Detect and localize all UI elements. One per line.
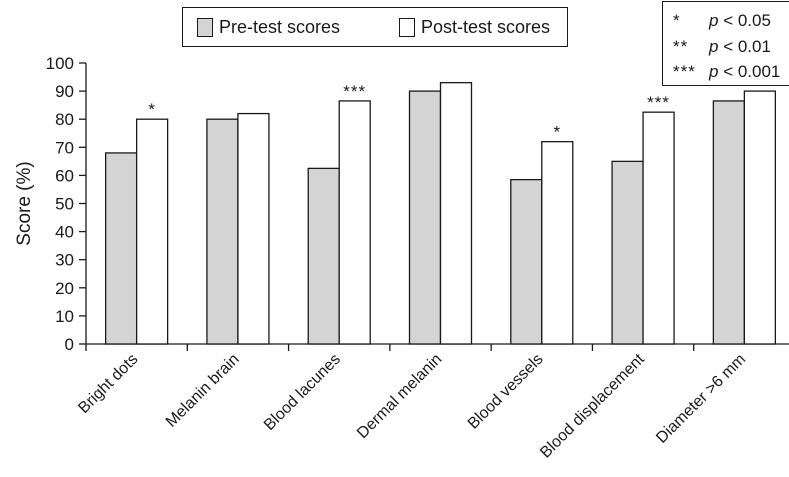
significance-annotation: * — [148, 100, 156, 119]
y-tick-label: 40 — [55, 223, 74, 242]
sig-value-3: < 0.001 — [718, 62, 781, 81]
category-label: Blood lacunes — [261, 351, 344, 434]
legend-label-pre: Pre-test scores — [219, 17, 341, 37]
legend-label-post: Post-test scores — [421, 17, 551, 37]
bar-pre-test — [104, 152, 138, 345]
sig-text-3: p < 0.001 — [709, 62, 780, 82]
bar-pre-test — [307, 167, 340, 345]
significance-annotation: *** — [647, 93, 670, 112]
bar-post-test — [237, 112, 270, 345]
series-legend: Pre-test scores Post-test scores — [182, 7, 568, 47]
category-label: Bright dots — [75, 351, 141, 417]
bar-pre-test — [206, 118, 239, 345]
y-tick-label: 90 — [55, 82, 74, 101]
sig-value-1: < 0.05 — [718, 11, 771, 30]
legend-swatch-post — [399, 18, 415, 37]
sig-p-2: p — [709, 37, 719, 56]
bar-post-test — [541, 141, 574, 345]
significance-legend: * p < 0.05 ** p < 0.01 *** p < 0.001 — [662, 1, 789, 86]
bars — [104, 82, 777, 345]
category-label: Melanin brain — [163, 351, 243, 431]
bar-post-test — [642, 111, 675, 345]
bar-pre-test — [712, 100, 746, 345]
bar-pre-test — [611, 160, 644, 345]
y-tick-label: 80 — [55, 110, 74, 129]
y-tick-label: 0 — [65, 335, 74, 354]
bar-pre-test — [510, 178, 543, 345]
significance-annotation: *** — [343, 82, 366, 101]
bar-post-test — [135, 118, 169, 345]
legend-swatch-pre — [197, 18, 213, 37]
y-tick-label: 70 — [55, 138, 74, 157]
category-label: Blood displacement — [537, 350, 648, 461]
y-tick-label: 20 — [55, 279, 74, 298]
bar-post-test — [743, 90, 777, 345]
y-tick-label: 10 — [55, 307, 74, 326]
bar-post-test — [338, 100, 371, 345]
bar-pre-test — [408, 90, 442, 345]
sig-stars-2: ** — [673, 37, 689, 56]
sig-p-3: p — [709, 62, 719, 81]
sig-stars-3: *** — [673, 62, 696, 81]
sig-p-1: p — [709, 11, 719, 30]
category-label: Blood vessels — [465, 351, 547, 433]
y-tick-label: 30 — [55, 251, 74, 270]
category-label: Diameter >6 mm — [653, 351, 749, 447]
significance-annotation: * — [553, 123, 561, 142]
category-label: Dermal melanin — [354, 351, 445, 442]
bar-post-test — [439, 82, 473, 345]
legend-item-post: Post-test scores — [399, 17, 550, 38]
sig-text-1: p < 0.05 — [709, 11, 771, 31]
y-tick-label: 100 — [46, 54, 74, 73]
legend-item-pre: Pre-test scores — [197, 17, 340, 38]
sig-stars-1: * — [673, 11, 681, 30]
y-tick-label: 50 — [55, 195, 74, 214]
y-axis-label: Score (%) — [14, 161, 35, 245]
sig-value-2: < 0.01 — [718, 37, 771, 56]
sig-text-2: p < 0.01 — [709, 37, 771, 57]
y-tick-label: 60 — [55, 166, 74, 185]
